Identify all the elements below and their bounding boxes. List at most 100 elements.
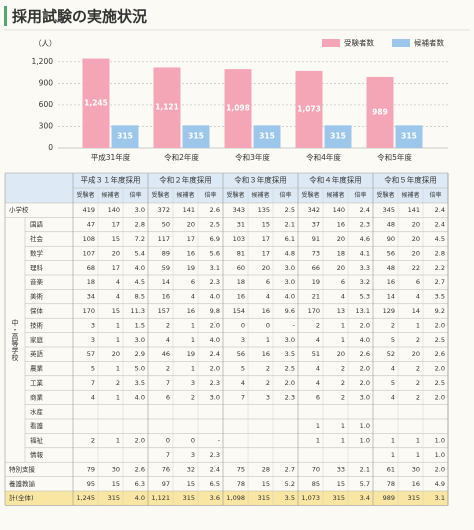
- table-cell: 11.3: [131, 307, 145, 315]
- table-cell: 1: [116, 393, 120, 401]
- table-cell: 15: [112, 480, 120, 488]
- table-cell: 4: [316, 336, 320, 344]
- table-cell: 17: [112, 221, 120, 229]
- table-cell: 1: [116, 336, 120, 344]
- table-cell: 3.0: [135, 206, 145, 214]
- sub-header: 受験者: [151, 191, 169, 199]
- table-cell: 4.0: [360, 336, 370, 344]
- sub-header: 倍率: [279, 191, 291, 199]
- table-cell: 20: [412, 235, 420, 243]
- table-cell: 90: [387, 235, 395, 243]
- table-cell: 2: [416, 379, 420, 387]
- table-cell: 1: [191, 365, 195, 373]
- table-cell: 15: [187, 480, 195, 488]
- table-cell: 14: [412, 307, 420, 315]
- table-cell: 85: [312, 480, 320, 488]
- table-cell: 34: [87, 293, 95, 301]
- table-cell: 50: [162, 221, 170, 229]
- table-cell: 30: [112, 465, 120, 473]
- table-cell: 9.2: [435, 307, 445, 315]
- table-cell: 13: [337, 307, 345, 315]
- value-label: 315: [330, 132, 346, 141]
- value-label: 315: [188, 132, 204, 141]
- table-cell: 2: [416, 336, 420, 344]
- table-cell: 4: [316, 365, 320, 373]
- table-cell: 5: [91, 365, 95, 373]
- table-cell: 1: [391, 437, 395, 445]
- table-cell: 20: [337, 350, 345, 358]
- section-label: 中・高等学校: [11, 318, 19, 362]
- table-cell: 73: [312, 249, 320, 257]
- table-cell: 315: [108, 494, 120, 502]
- sub-header: 倍率: [429, 191, 441, 199]
- table-cell: 15: [262, 221, 270, 229]
- group-header: 令和３年度採用: [234, 175, 287, 185]
- x-tick-label: 令和2年度: [164, 152, 199, 162]
- table-cell: 4.6: [360, 235, 370, 243]
- table-cell: 3: [191, 451, 195, 459]
- table-cell: 1: [266, 336, 270, 344]
- table-cell: 154: [233, 307, 245, 315]
- table-cell: 3.0: [360, 393, 370, 401]
- y-tick-label: 0: [48, 143, 53, 152]
- table-cell: 4: [316, 379, 320, 387]
- table-cell: 3.0: [285, 264, 295, 272]
- table-cell: 1: [116, 437, 120, 445]
- table-cell: 20: [412, 221, 420, 229]
- table-cell: 5.2: [285, 480, 295, 488]
- table-cell: 2: [91, 437, 95, 445]
- table-cell: 342: [308, 206, 320, 214]
- group-header: 令和２年度採用: [159, 175, 212, 185]
- table-cell: 2: [341, 379, 345, 387]
- table-cell: 47: [87, 221, 95, 229]
- bar: [82, 58, 110, 148]
- group-header: 平成３１年度採用: [81, 175, 141, 185]
- table-cell: 60: [237, 264, 245, 272]
- table-cell: 5.6: [210, 249, 220, 257]
- table-cell: 5.0: [135, 365, 145, 373]
- table-cell: 16: [387, 278, 395, 286]
- sub-header: 受験者: [226, 191, 244, 199]
- row-label: 工業: [30, 378, 44, 387]
- table-cell: 0: [191, 437, 195, 445]
- row-label: 国語: [30, 220, 44, 229]
- table-cell: 3.1: [210, 264, 220, 272]
- table-cell: 7: [241, 393, 245, 401]
- table-cell: 1: [416, 437, 420, 445]
- table-cell: 15: [262, 480, 270, 488]
- table-cell: 6.3: [135, 480, 145, 488]
- table-cell: 9.8: [210, 307, 220, 315]
- table-cell: 4: [391, 393, 395, 401]
- table-cell: 3.5: [135, 379, 145, 387]
- table-cell: 5.7: [360, 480, 370, 488]
- table-cell: 2.8: [435, 249, 445, 257]
- table-cell: 3.1: [435, 494, 445, 502]
- legend-swatch: [392, 39, 410, 47]
- table-cell: 76: [162, 465, 170, 473]
- sub-header: 倍率: [204, 191, 216, 199]
- table-cell: 17: [187, 235, 195, 243]
- table-cell: 4.5: [135, 278, 145, 286]
- table-cell: 343: [233, 206, 245, 214]
- table-cell: 2.6: [135, 465, 145, 473]
- bar: [295, 70, 323, 148]
- table-cell: 57: [87, 350, 95, 358]
- table-cell: 6: [341, 278, 345, 286]
- table-cell: 3: [91, 321, 95, 329]
- table-cell: 108: [83, 235, 95, 243]
- table-cell: 2: [266, 365, 270, 373]
- row-label: 養護教諭: [9, 479, 36, 488]
- table-cell: 95: [87, 480, 95, 488]
- sub-header: 受験者: [301, 191, 319, 199]
- table-cell: 2: [416, 393, 420, 401]
- row-label: 音楽: [30, 277, 44, 286]
- table-cell: 6.1: [285, 235, 295, 243]
- table-cell: 68: [87, 264, 95, 272]
- row-label: 特別支援: [9, 464, 36, 473]
- table-cell: 3.5: [285, 494, 295, 502]
- table-cell: 2.4: [360, 206, 370, 214]
- table-cell: 170: [83, 307, 95, 315]
- table-cell: 103: [233, 235, 245, 243]
- table-cell: 0: [241, 321, 245, 329]
- group-header: 令和４年度採用: [309, 175, 362, 185]
